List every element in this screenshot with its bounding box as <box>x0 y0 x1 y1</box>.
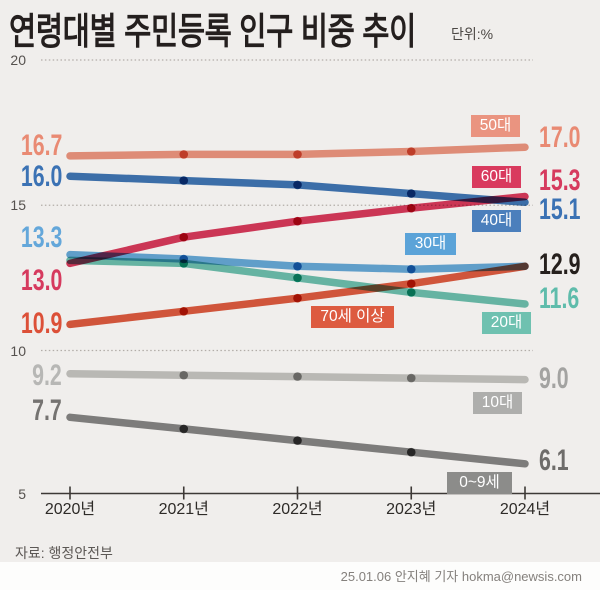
chart-title: 연령대별 주민등록 인구 비중 추이 <box>9 11 416 52</box>
series-marker-s40-3 <box>406 189 416 198</box>
value-label-v3070-end: 12.9 <box>538 248 580 281</box>
series-marker-s20-2 <box>293 273 302 283</box>
series-badge-s50: 50대 <box>471 115 520 137</box>
series-marker-s30-2 <box>293 262 302 271</box>
series-marker-s40-2 <box>293 180 302 190</box>
series-badge-s10: 10대 <box>473 392 522 414</box>
series-marker-s20-3 <box>406 288 416 297</box>
x-axis-label-0: 2020년 <box>44 501 96 518</box>
y-axis-label-5: 5 <box>18 485 26 502</box>
value-label-v20-end: 11.6 <box>538 281 579 315</box>
series-marker-s50-3 <box>406 147 416 156</box>
x-axis-label-4: 2024년 <box>499 501 551 518</box>
value-label-v40-start: 16.0 <box>20 160 62 193</box>
series-badge-s60: 60대 <box>472 166 521 188</box>
y-axis-label-20: 20 <box>10 52 26 68</box>
y-axis-label-15: 15 <box>10 197 26 214</box>
series-badge-s30: 30대 <box>405 233 456 255</box>
x-axis-label-1: 2021년 <box>158 501 209 518</box>
value-label-v10-end: 9.0 <box>538 362 569 395</box>
series-line-s60 <box>66 192 529 268</box>
series-marker-s70-3 <box>406 279 416 289</box>
series-badge-s70: 70세 이상 <box>311 306 394 328</box>
value-label-v00-end: 6.1 <box>538 444 569 477</box>
y-axis-label-10: 10 <box>10 342 26 359</box>
value-label-v70-start: 10.9 <box>20 307 62 340</box>
series-marker-s60-3 <box>406 203 416 213</box>
series-badge-s40: 40대 <box>472 210 521 232</box>
series-marker-s50-2 <box>293 150 302 159</box>
series-marker-s00-2 <box>293 436 302 445</box>
byline-credit: 25.01.06 안지혜 기자 hokma@newsis.com <box>340 569 582 584</box>
series-marker-s10-2 <box>293 372 302 381</box>
value-label-v60-end: 15.3 <box>538 163 580 197</box>
series-marker-s40-1 <box>179 176 189 185</box>
series-marker-s00-1 <box>179 424 189 434</box>
series-marker-s30-3 <box>406 264 416 274</box>
value-label-v50-start: 16.7 <box>20 129 62 162</box>
series-marker-s70-2 <box>293 293 302 303</box>
source-note: 자료: 행정안전부 <box>15 545 113 561</box>
value-label-v40-end: 15.1 <box>538 193 580 226</box>
value-label-v00-start: 7.7 <box>32 394 62 427</box>
series-line-s40 <box>66 172 529 207</box>
series-marker-s10-3 <box>406 373 416 383</box>
series-marker-s70-1 <box>179 307 189 316</box>
series-marker-s50-1 <box>179 150 189 159</box>
value-label-v50-end: 17.0 <box>538 120 580 154</box>
x-axis-label-3: 2023년 <box>386 501 437 518</box>
x-axis-label-2: 2022년 <box>272 501 323 518</box>
value-label-v60-start: 13.0 <box>20 263 62 297</box>
series-marker-s10-1 <box>179 370 189 380</box>
value-label-v30-start: 13.3 <box>20 221 62 254</box>
series-marker-s20-1 <box>179 259 189 268</box>
series-marker-s60-2 <box>293 216 302 226</box>
series-marker-s00-3 <box>406 447 416 457</box>
value-label-v10-start: 9.2 <box>32 359 62 392</box>
series-badge-s00: 0~9세 <box>447 472 512 494</box>
series-badge-s20: 20대 <box>482 312 531 334</box>
series-marker-s60-1 <box>179 232 189 242</box>
footer-strip <box>0 562 600 590</box>
unit-label: 단위:% <box>451 25 494 42</box>
